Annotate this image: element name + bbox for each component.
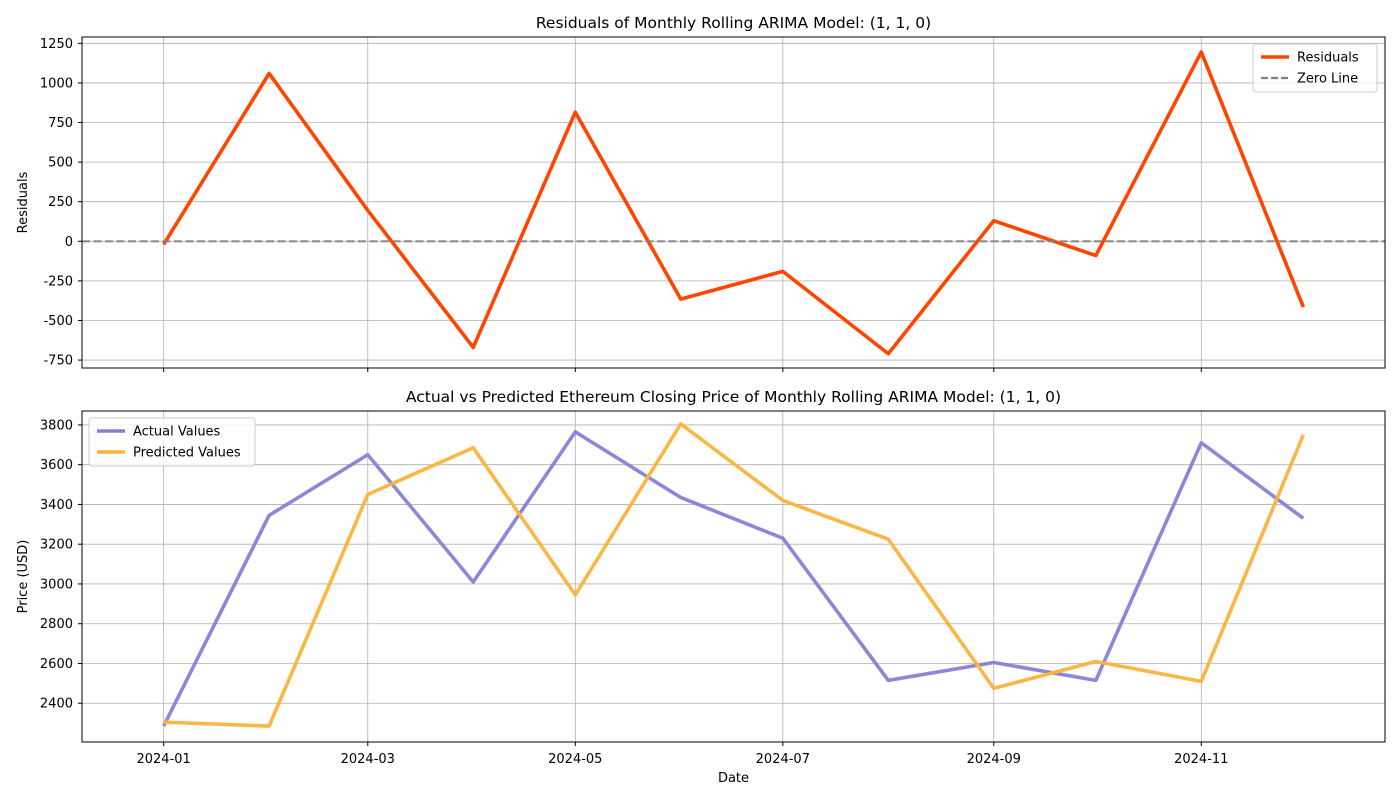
legend-label-actual-values: Actual Values — [133, 425, 221, 440]
y-tick-label: 250 — [48, 195, 73, 210]
series-predicted-values — [163, 422, 1306, 728]
series-actual-values — [162, 430, 1305, 727]
y-tick-label: 1000 — [40, 76, 73, 91]
y-tick-label: 500 — [48, 156, 73, 171]
plot-area — [82, 50, 1385, 356]
y-tick-label: 2600 — [40, 657, 73, 672]
x-tick-label: 2024-07 — [756, 752, 810, 767]
y-tick-label: 3400 — [40, 498, 73, 513]
chart-title: Actual vs Predicted Ethereum Closing Pri… — [406, 388, 1061, 406]
legend-label-residuals: Residuals — [1297, 51, 1359, 66]
y-tick-label: 3000 — [40, 577, 73, 592]
x-tick-label: 2024-09 — [967, 752, 1021, 767]
series-residuals — [162, 50, 1306, 356]
y-tick-label: 0 — [65, 235, 73, 250]
y-tick-label: 3600 — [40, 458, 73, 473]
y-tick-label: 3200 — [40, 538, 73, 553]
residuals-chart: -750 -500 -250 0 250 500 750 1000 1250 Residuals … — [16, 14, 1386, 372]
legend: Actual Values Predicted Values — [88, 417, 256, 467]
chart-title: Residuals of Monthly Rolling ARIMA Model… — [536, 14, 931, 32]
x-tick-label: 2024-01 — [136, 752, 190, 767]
y-axis-label: Price (USD) — [16, 540, 31, 614]
y-tick-label: 3800 — [40, 418, 73, 433]
x-tick-label: 2024-03 — [341, 752, 395, 767]
plot-area — [162, 422, 1306, 728]
y-tick-label: 750 — [48, 116, 73, 131]
legend-frame — [88, 417, 256, 467]
y-tick-label: -500 — [43, 314, 73, 329]
y-tick-label: -250 — [43, 274, 73, 289]
y-tick-label: 2800 — [40, 617, 73, 632]
x-axis-label: Date — [718, 771, 749, 786]
y-tick-label: 1250 — [40, 37, 73, 52]
y-tick-label: 2400 — [40, 697, 73, 712]
price-chart: 2400 2600 2800 3000 3200 3400 3600 3800 2024-01 2… — [16, 388, 1386, 786]
y-axis-label: Residuals — [16, 171, 31, 233]
legend-label-predicted-values: Predicted Values — [133, 446, 241, 461]
legend: Residuals Zero Line — [1252, 43, 1378, 93]
y-tick-label: -750 — [43, 354, 73, 369]
x-tick-label: 2024-11 — [1174, 752, 1228, 767]
axes-frame — [81, 410, 1386, 743]
axes-frame — [81, 36, 1386, 369]
legend-label-zero-line: Zero Line — [1297, 72, 1358, 87]
x-tick-label: 2024-05 — [548, 752, 602, 767]
